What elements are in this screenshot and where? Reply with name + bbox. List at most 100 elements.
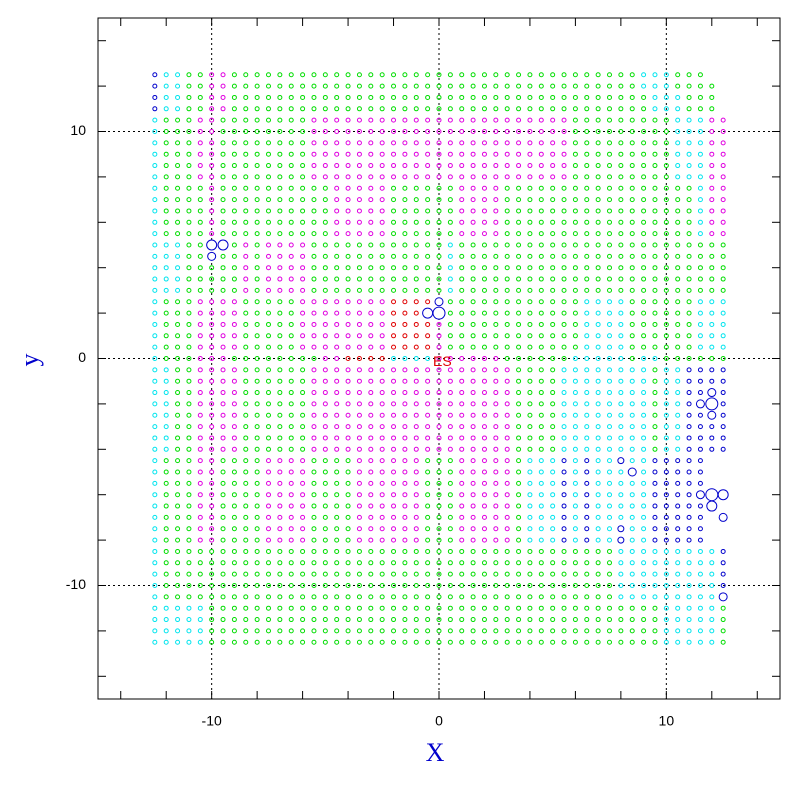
grid-point [231, 197, 237, 203]
grid-point [641, 299, 647, 305]
grid-point [186, 253, 192, 259]
grid-point [197, 197, 203, 203]
grid-point [641, 356, 647, 361]
grid-point [220, 140, 226, 146]
grid-point [402, 321, 408, 327]
grid-point [686, 94, 692, 100]
grid-point [186, 605, 192, 611]
grid-point [572, 185, 578, 191]
grid-point [629, 446, 635, 452]
grid-point [254, 83, 260, 89]
grid-point [311, 435, 317, 441]
grid-point [197, 117, 203, 123]
grid-point [334, 265, 340, 271]
grid-point [186, 639, 192, 645]
grid-point [652, 378, 658, 384]
grid-point [425, 219, 431, 225]
grid-point [675, 446, 681, 452]
grid-point [413, 548, 419, 554]
grid-point [504, 321, 510, 327]
grid-point [345, 458, 351, 464]
grid-point [413, 310, 419, 316]
highlight-point [627, 467, 637, 477]
grid-point [675, 503, 681, 509]
grid-point [538, 480, 544, 486]
grid-point [447, 583, 453, 588]
grid-point [481, 94, 487, 100]
grid-point [413, 617, 419, 623]
grid-point [197, 378, 203, 384]
grid-point [516, 526, 522, 532]
grid-point [720, 174, 726, 180]
grid-point [481, 537, 487, 543]
grid-point [288, 117, 294, 123]
grid-point [663, 514, 669, 520]
grid-point [356, 129, 362, 134]
grid-point [709, 117, 715, 123]
grid-point [356, 469, 362, 475]
grid-point [652, 106, 658, 112]
grid-point [209, 117, 215, 123]
grid-point [220, 526, 226, 532]
grid-point [163, 265, 169, 271]
grid-point [368, 219, 374, 225]
grid-point [675, 265, 681, 271]
grid-point [413, 174, 419, 180]
grid-point [550, 560, 556, 566]
grid-point [481, 83, 487, 89]
grid-point [527, 480, 533, 486]
grid-point [686, 219, 692, 225]
grid-point [629, 458, 635, 464]
grid-point [584, 231, 590, 237]
grid-point [368, 83, 374, 89]
grid-point [322, 83, 328, 89]
grid-point [231, 140, 237, 146]
grid-point [618, 174, 624, 180]
grid-point [402, 548, 408, 554]
grid-point [186, 276, 192, 282]
grid-point [493, 299, 499, 305]
grid-point [618, 163, 624, 169]
grid-point [345, 344, 351, 350]
grid-point [209, 356, 215, 361]
grid-point [254, 537, 260, 543]
grid-point [618, 390, 624, 396]
grid-point [209, 605, 215, 611]
grid-point [504, 503, 510, 509]
grid-point [266, 253, 271, 259]
grid-point [391, 537, 397, 543]
grid-point [379, 639, 385, 645]
grid-point [391, 367, 397, 373]
grid-point [425, 458, 431, 464]
grid-point [368, 356, 374, 361]
grid-point [266, 356, 271, 361]
grid-point [595, 321, 601, 327]
grid-point [220, 129, 226, 134]
grid-point [391, 412, 397, 418]
grid-point [402, 617, 408, 623]
grid-point [334, 185, 340, 191]
grid-point [527, 639, 533, 645]
grid-point [641, 367, 647, 373]
grid-point [345, 140, 351, 146]
grid-point [618, 242, 624, 248]
grid-point [686, 106, 692, 112]
grid-point [550, 344, 556, 350]
grid-point [243, 548, 249, 554]
grid-point [595, 367, 601, 373]
grid-point [493, 390, 499, 396]
grid-point [345, 83, 351, 89]
grid-point [607, 106, 612, 112]
grid-point [504, 605, 510, 611]
grid-point [527, 560, 533, 566]
grid-point [584, 390, 590, 396]
grid-point [402, 628, 408, 634]
grid-point [379, 265, 385, 271]
grid-point [220, 83, 226, 89]
grid-point [436, 242, 442, 248]
grid-point [197, 401, 203, 407]
y-axis-label: y [15, 354, 44, 367]
grid-point [459, 503, 465, 509]
grid-point [231, 321, 237, 327]
grid-point [300, 435, 306, 441]
